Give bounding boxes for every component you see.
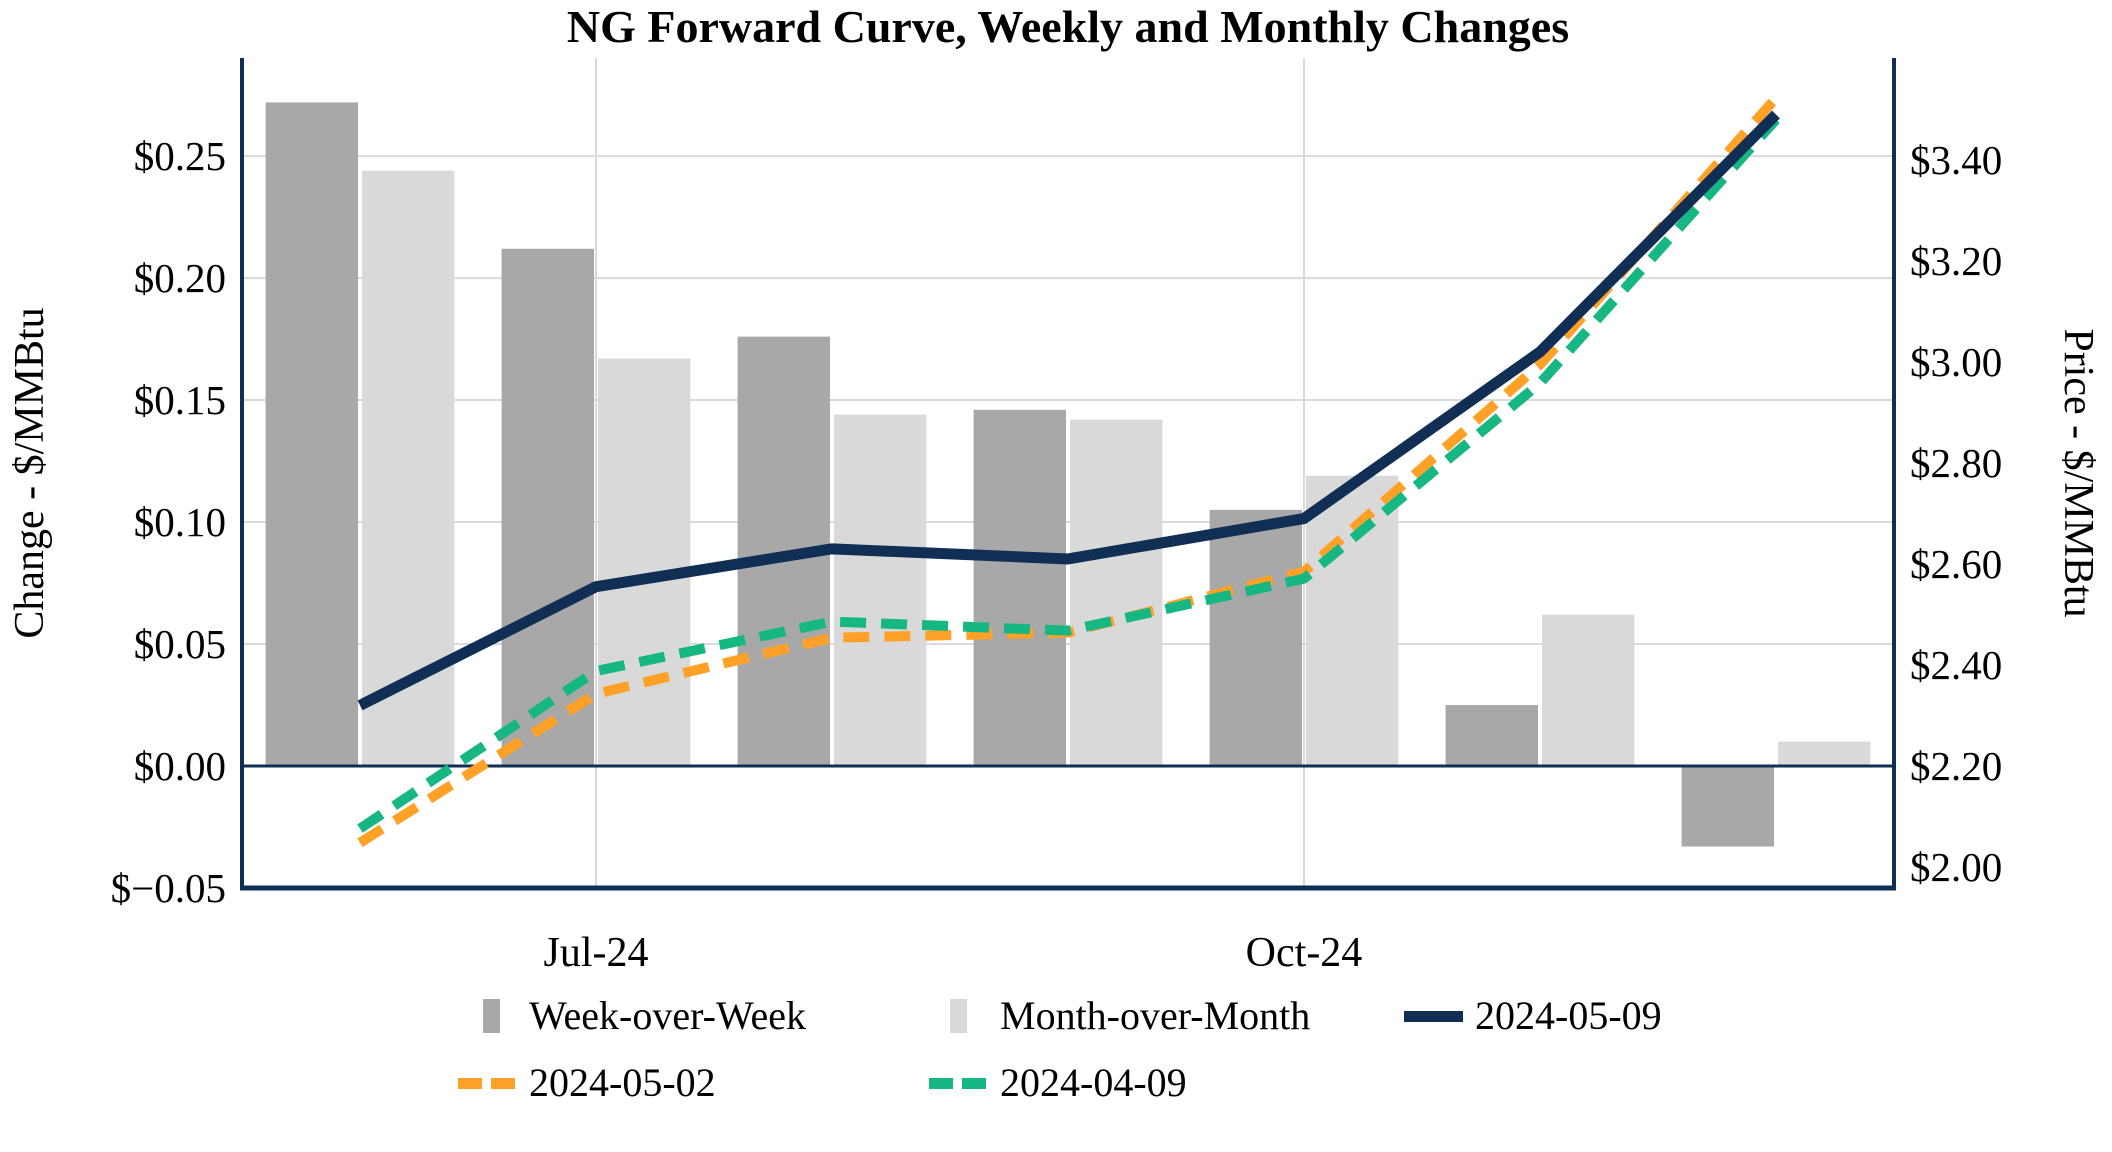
legend-swatch-2024-05-09 [1404,1011,1463,1022]
orange-dash-icon [491,1078,515,1089]
bar-month-over-month [1070,419,1163,767]
legend-label-2024-04-09: 2024-04-09 [1000,1060,1187,1105]
left-tick-label: $0.15 [134,377,226,423]
line-2024-04-09 [357,116,1780,833]
right-tick-label: $3.20 [1910,238,2002,284]
right-tick-label: $3.40 [1910,137,2002,183]
right-tick-label: $2.60 [1910,541,2002,587]
legend-swatch-week-over-week [483,999,500,1033]
bar-month-over-month [1306,475,1399,767]
bar-month-over-month [598,358,691,767]
bar-month-over-month [1778,741,1871,767]
legend-swatch-month-over-month [950,999,967,1033]
left-tick-label: $0.00 [134,743,226,789]
orange-dash-icon [458,1078,482,1089]
x-tick-label: Jul-24 [544,930,649,976]
bar-week-over-week [1681,766,1774,847]
green-dash-icon [929,1078,953,1089]
line-2024-05-09 [357,110,1780,711]
left-tick-label: $0.25 [134,133,226,179]
right-tick-label: $2.00 [1910,844,2002,890]
left-tick-label: $−0.05 [111,865,226,911]
legend-label-2024-05-09: 2024-05-09 [1475,993,1662,1038]
legend-label-week-over-week: Week-over-Week [529,993,807,1038]
left-tick-label: $0.05 [134,621,226,667]
legend-swatch-2024-05-02 [458,1078,515,1089]
right-tick-label: $2.40 [1910,642,2002,688]
bar-month-over-month [834,414,927,767]
bar-week-over-week [501,248,594,767]
bar-month-over-month [1542,614,1635,767]
x-tick-label: Oct-24 [1246,930,1363,976]
left-tick-label: $0.10 [134,499,226,545]
bar-week-over-week [1209,509,1302,767]
right-tick-label: $3.00 [1910,339,2002,385]
left-tick-label: $0.20 [134,255,226,301]
legend-label-month-over-month: Month-over-Month [1000,993,1311,1038]
green-dash-icon [962,1078,986,1089]
bar-week-over-week [1445,705,1538,767]
bar-week-over-week [973,409,1066,767]
legend-label-2024-05-02: 2024-05-02 [529,1060,716,1105]
bar-week-over-week [265,102,358,767]
legend-swatch-2024-04-09 [929,1078,986,1089]
right-tick-label: $2.80 [1910,440,2002,486]
right-tick-label: $2.20 [1910,743,2002,789]
chart-title: NG Forward Curve, Weekly and Monthly Cha… [566,1,1570,52]
